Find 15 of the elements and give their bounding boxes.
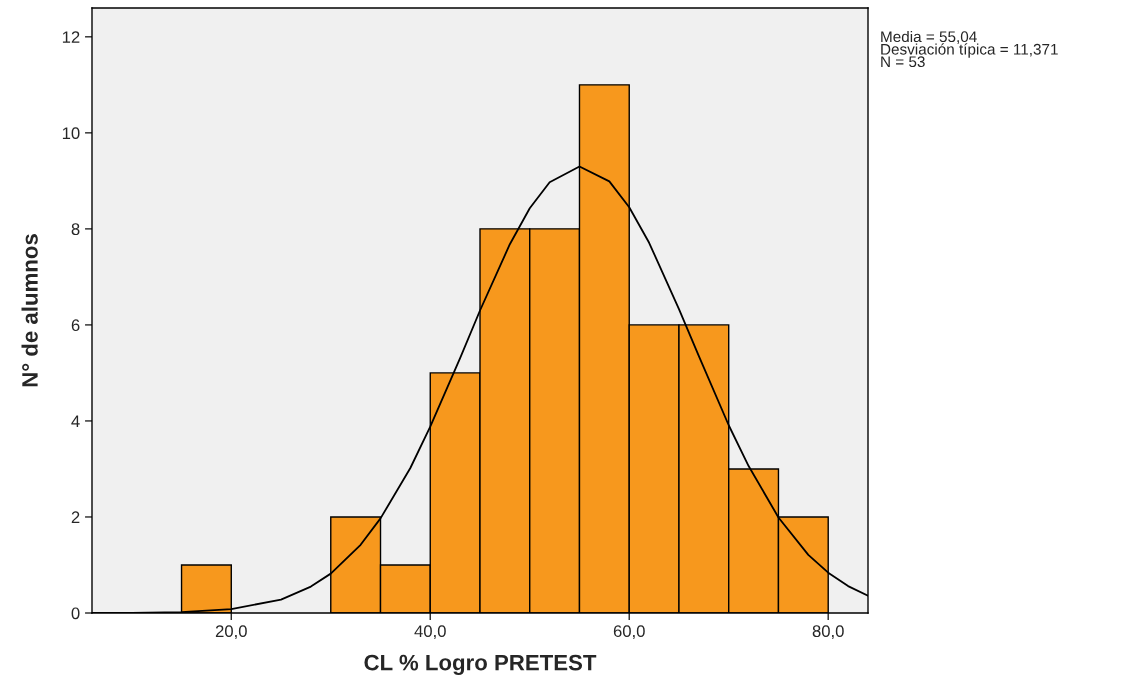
x-axis-title: CL % Logro PRETEST xyxy=(364,654,597,675)
y-tick-label: 4 xyxy=(71,415,80,427)
x-tick-label: 60,0 xyxy=(613,625,645,640)
y-tick-label: 0 xyxy=(71,607,80,620)
x-tick-label: 40,0 xyxy=(414,625,446,640)
text: Media = 55,04 xyxy=(881,30,977,44)
y-axis-title: N° de alumnos xyxy=(21,234,38,387)
y-tick-label: 10 xyxy=(62,127,80,140)
y-tick-label: 6 xyxy=(71,319,80,332)
x-tick-label: 20,0 xyxy=(215,625,247,640)
y-tick-label: 8 xyxy=(71,223,80,236)
text: N = 53 xyxy=(881,56,925,68)
y-tick-label: 12 xyxy=(62,31,80,43)
y-tick-label: 2 xyxy=(71,511,80,524)
x-tick-label: 80,0 xyxy=(812,625,844,640)
